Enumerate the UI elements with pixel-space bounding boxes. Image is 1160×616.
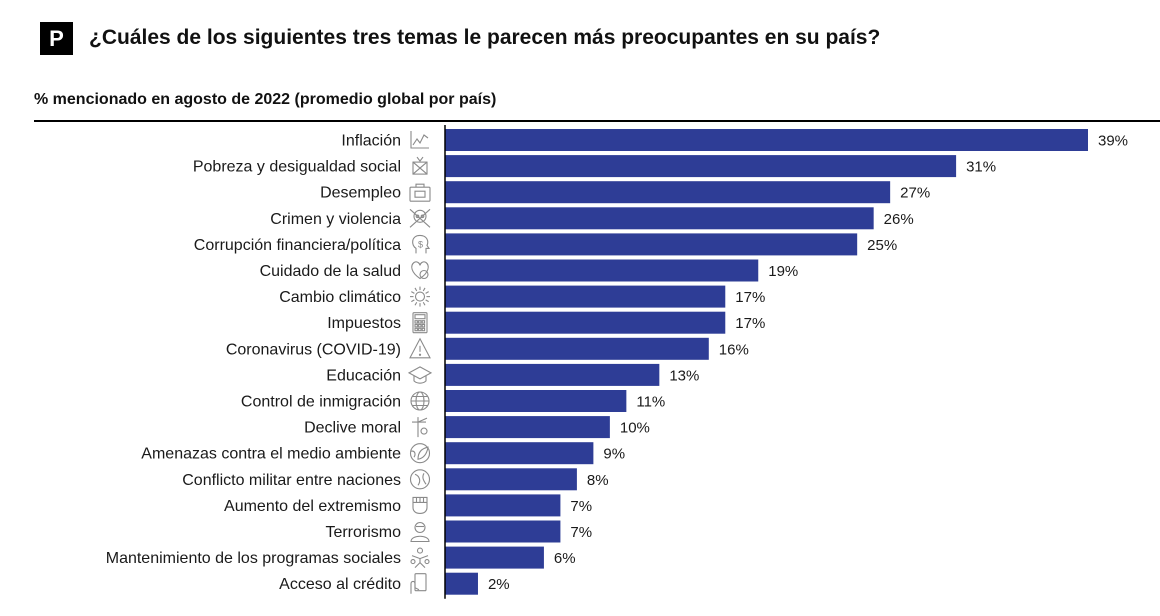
value-label: 26% [884, 211, 914, 228]
value-label: 7% [570, 498, 592, 515]
value-label: 25% [867, 237, 897, 254]
earth-leaf-icon [409, 443, 431, 464]
bar [445, 494, 561, 517]
skull-icon [409, 208, 431, 228]
bar [445, 363, 660, 386]
briefcase-icon [409, 183, 431, 202]
social-programs-icon [410, 547, 430, 568]
credit-icon [410, 573, 427, 594]
category-label: Conflicto militar entre naciones [182, 472, 401, 489]
bar [445, 416, 610, 439]
bar [445, 572, 478, 595]
category-label: Impuestos [327, 315, 401, 332]
value-label: 39% [1098, 133, 1128, 150]
category-label: Declive moral [304, 420, 401, 437]
category-label: Acceso al crédito [279, 576, 401, 593]
bar [445, 311, 726, 334]
svg-text:$: $ [418, 239, 423, 249]
globe-icon [410, 391, 430, 411]
poverty-icon [412, 156, 428, 175]
value-label: 16% [719, 341, 749, 358]
category-label: Control de inmigración [241, 394, 401, 411]
category-label: Corrupción financiera/política [194, 237, 401, 254]
bar [445, 285, 726, 308]
category-label: Crimen y violencia [270, 211, 401, 228]
value-label: 27% [900, 185, 930, 202]
category-label: Desempleo [320, 185, 401, 202]
bar [445, 155, 957, 178]
conflict-icon [409, 469, 431, 490]
category-label: Coronavirus (COVID-19) [226, 341, 401, 358]
health-icon [411, 261, 429, 280]
value-label: 7% [570, 524, 592, 541]
question-badge: P [40, 22, 73, 55]
header-rule [34, 120, 1160, 122]
category-label: Mantenimiento de los programas sociales [106, 550, 401, 567]
category-label: Educación [326, 367, 401, 384]
bar [445, 337, 709, 360]
category-label: Cuidado de la salud [260, 263, 401, 280]
bar [445, 546, 544, 569]
value-label: 6% [554, 550, 576, 567]
bar [445, 390, 627, 412]
calculator-icon [412, 312, 428, 334]
value-label: 17% [735, 315, 765, 332]
bar [445, 129, 1088, 151]
category-label: Inflación [341, 133, 401, 150]
money-head-icon: $ [412, 234, 431, 254]
bar [445, 181, 891, 204]
category-label: Aumento del extremismo [224, 498, 401, 515]
value-label: 2% [488, 576, 510, 593]
chart-title: ¿Cuáles de los siguientes tres temas le … [89, 26, 881, 49]
value-label: 13% [669, 367, 699, 384]
fist-icon [412, 496, 428, 514]
bar [445, 233, 858, 256]
category-label: Terrorismo [325, 524, 401, 541]
category-label: Pobreza y desigualdad social [193, 159, 401, 176]
chart-subtitle: % mencionado en agosto de 2022 (promedio… [34, 91, 497, 108]
bar [445, 442, 594, 465]
category-label: Amenazas contra el medio ambiente [141, 446, 401, 463]
terrorist-icon [410, 521, 430, 543]
value-label: 9% [603, 446, 625, 463]
bar [445, 520, 561, 543]
value-label: 19% [768, 263, 798, 280]
value-label: 10% [620, 420, 650, 437]
value-label: 17% [735, 289, 765, 306]
bar [445, 207, 874, 230]
bar [445, 468, 577, 491]
value-label: 11% [636, 394, 665, 411]
chart-icon [410, 131, 429, 149]
bar [445, 259, 759, 282]
moral-icon [412, 417, 428, 438]
category-label: Cambio climático [279, 289, 401, 306]
warning-icon [409, 337, 431, 359]
value-label: 31% [966, 159, 996, 176]
graduation-cap-icon [407, 366, 433, 384]
value-label: 8% [587, 472, 609, 489]
sun-icon [410, 286, 430, 307]
